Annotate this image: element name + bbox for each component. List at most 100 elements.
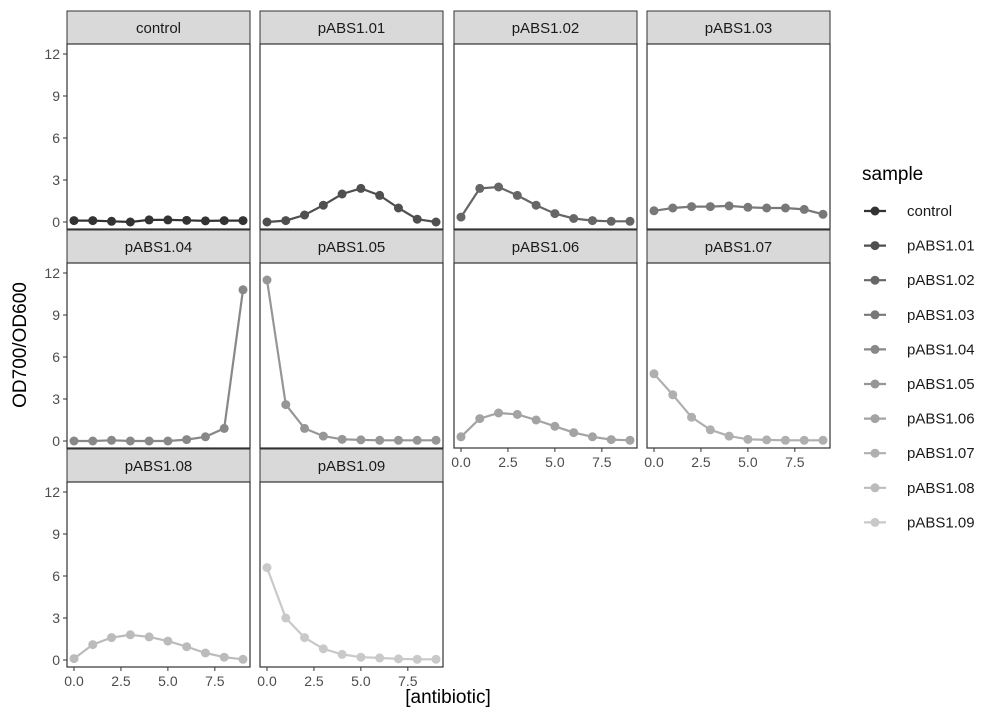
data-point bbox=[743, 202, 753, 212]
data-point bbox=[687, 202, 697, 212]
facet-strip bbox=[259, 10, 444, 45]
legend-key-point bbox=[870, 379, 880, 389]
facet-panel bbox=[66, 481, 251, 668]
facet-panels: control 0 3 6 9 12 pABS1.01 pABS1.02 pABS1.03 pAB… bbox=[44, 10, 831, 689]
y-tick-label: 0 bbox=[52, 652, 60, 668]
facet-pABS1.08: pABS1.08 0 3 6 9 12 0.0 2.5 5.0 7.5 bbox=[44, 448, 251, 689]
data-point bbox=[649, 369, 659, 379]
data-point bbox=[799, 435, 809, 445]
x-axis-title: [antibiotic] bbox=[405, 687, 491, 708]
x-tick-label: 2.5 bbox=[111, 673, 131, 689]
data-point bbox=[475, 183, 485, 193]
data-point bbox=[163, 436, 173, 446]
facet-panel bbox=[453, 43, 638, 230]
data-point bbox=[238, 216, 248, 226]
facet-strip-label: pABS1.01 bbox=[318, 20, 386, 37]
series-line-control bbox=[74, 218, 243, 224]
data-point bbox=[762, 435, 772, 445]
data-point bbox=[780, 203, 790, 213]
data-point bbox=[125, 630, 135, 640]
data-point bbox=[281, 216, 291, 226]
legend-items: control pABS1.01 pABS1.02 pABS1.03 pABS1.04 p… bbox=[864, 203, 975, 531]
data-point bbox=[88, 436, 98, 446]
data-point bbox=[337, 649, 347, 659]
legend-label: pABS1.09 bbox=[907, 514, 975, 531]
data-point bbox=[625, 216, 635, 226]
data-point bbox=[219, 216, 229, 226]
data-point bbox=[412, 435, 422, 445]
data-point bbox=[625, 435, 635, 445]
series-line-pABS1.09 bbox=[265, 567, 436, 661]
data-point bbox=[456, 212, 466, 222]
data-point bbox=[281, 613, 291, 623]
series-line-pABS1.02 bbox=[460, 185, 630, 223]
legend-label: pABS1.08 bbox=[907, 480, 975, 497]
data-point bbox=[88, 216, 98, 226]
legend: sample control pABS1.01 pABS1.02 pABS1.03 pA… bbox=[862, 164, 975, 531]
data-point bbox=[107, 216, 117, 226]
x-tick-label: 2.5 bbox=[304, 673, 324, 689]
y-tick-label: 6 bbox=[52, 130, 60, 146]
data-point bbox=[200, 432, 210, 442]
facet-panel bbox=[66, 262, 251, 449]
facet-panel bbox=[66, 43, 251, 230]
legend-item-pABS1.07: pABS1.07 bbox=[864, 445, 975, 462]
data-point bbox=[69, 216, 79, 226]
data-point bbox=[412, 214, 422, 224]
data-point bbox=[337, 189, 347, 199]
y-tick-label: 0 bbox=[52, 214, 60, 230]
data-point bbox=[456, 432, 466, 442]
data-point bbox=[531, 200, 541, 210]
x-tick-label: 7.5 bbox=[785, 454, 805, 470]
data-point bbox=[587, 216, 597, 226]
facet-strip bbox=[66, 10, 251, 45]
data-point bbox=[238, 285, 248, 295]
y-tick-label: 9 bbox=[52, 307, 60, 323]
data-point bbox=[431, 435, 441, 445]
facet-panel bbox=[646, 262, 831, 449]
data-point bbox=[337, 434, 347, 444]
series-line-pABS1.07 bbox=[653, 373, 823, 442]
data-point bbox=[281, 400, 291, 410]
data-point bbox=[356, 652, 366, 662]
y-tick-label: 6 bbox=[52, 349, 60, 365]
data-point bbox=[668, 203, 678, 213]
legend-item-pABS1.05: pABS1.05 bbox=[864, 376, 975, 393]
data-point bbox=[125, 436, 135, 446]
y-tick-label: 9 bbox=[52, 88, 60, 104]
legend-key-point bbox=[870, 414, 880, 424]
y-tick-label: 12 bbox=[44, 484, 60, 500]
legend-label: control bbox=[907, 203, 952, 220]
data-point bbox=[318, 644, 328, 654]
legend-label: pABS1.04 bbox=[907, 341, 975, 358]
data-point bbox=[668, 390, 678, 400]
data-point bbox=[238, 654, 248, 664]
x-tick-label: 2.5 bbox=[691, 454, 711, 470]
facet-panel bbox=[259, 262, 444, 449]
data-point bbox=[163, 636, 173, 646]
legend-item-pABS1.01: pABS1.01 bbox=[864, 238, 975, 255]
facet-pABS1.05: pABS1.05 bbox=[259, 229, 444, 449]
data-point bbox=[649, 206, 659, 216]
y-tick-label: 3 bbox=[52, 610, 60, 626]
data-point bbox=[144, 215, 154, 225]
y-tick-label: 9 bbox=[52, 526, 60, 542]
y-tick-label: 0 bbox=[52, 433, 60, 449]
data-point bbox=[318, 431, 328, 441]
legend-key-point bbox=[870, 241, 880, 251]
series-line-pABS1.06 bbox=[460, 411, 631, 442]
data-point bbox=[200, 648, 210, 658]
facet-pABS1.03: pABS1.03 bbox=[646, 10, 831, 230]
data-point bbox=[818, 435, 828, 445]
data-point bbox=[494, 182, 504, 192]
y-tick-label: 12 bbox=[44, 265, 60, 281]
data-point bbox=[107, 633, 117, 643]
data-point bbox=[200, 216, 210, 226]
data-point bbox=[107, 435, 117, 445]
facet-strip-label: pABS1.08 bbox=[125, 458, 193, 475]
data-point bbox=[125, 217, 135, 227]
data-point bbox=[412, 654, 422, 664]
facet-pABS1.09: pABS1.09 0.0 2.5 5.0 7.5 bbox=[257, 448, 444, 689]
legend-title: sample bbox=[862, 164, 923, 185]
legend-item-pABS1.02: pABS1.02 bbox=[864, 272, 975, 289]
